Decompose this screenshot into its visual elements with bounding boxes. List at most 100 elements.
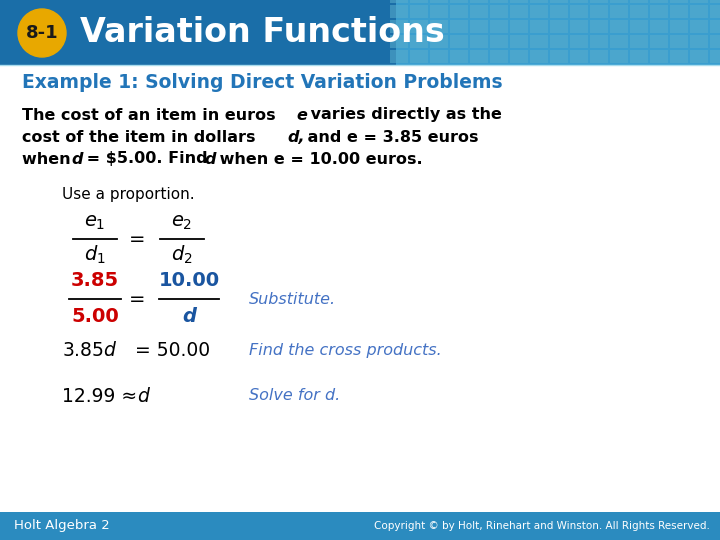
Text: Solve for d.: Solve for d. xyxy=(249,388,341,403)
Bar xyxy=(450,35,468,48)
Bar xyxy=(410,5,428,18)
Bar xyxy=(450,0,468,3)
Bar xyxy=(510,50,528,63)
Bar xyxy=(710,0,720,3)
Bar xyxy=(630,20,648,33)
Bar xyxy=(430,5,448,18)
Bar xyxy=(630,5,648,18)
Bar xyxy=(630,35,648,48)
Bar xyxy=(690,50,708,63)
Bar xyxy=(570,35,588,48)
Text: d,: d, xyxy=(287,130,305,145)
Bar xyxy=(410,20,428,33)
Text: Copyright © by Holt, Rinehart and Winston. All Rights Reserved.: Copyright © by Holt, Rinehart and Winsto… xyxy=(374,521,710,531)
Bar xyxy=(390,0,408,3)
Bar xyxy=(590,50,608,63)
Bar xyxy=(590,5,608,18)
Bar xyxy=(610,20,628,33)
Bar xyxy=(710,35,720,48)
Text: 3.85: 3.85 xyxy=(71,272,119,291)
Bar xyxy=(530,5,548,18)
Bar xyxy=(650,20,668,33)
Bar xyxy=(650,35,668,48)
Bar xyxy=(670,35,688,48)
Bar xyxy=(396,0,720,65)
Text: 3.85$d$: 3.85$d$ xyxy=(62,341,117,361)
Bar xyxy=(650,5,668,18)
Bar xyxy=(430,50,448,63)
Text: =: = xyxy=(129,289,145,308)
Bar xyxy=(430,35,448,48)
Text: $d_2$: $d_2$ xyxy=(171,244,193,266)
Bar xyxy=(690,20,708,33)
Bar xyxy=(610,35,628,48)
Text: = 50.00: = 50.00 xyxy=(129,341,210,361)
Bar xyxy=(410,0,428,3)
Text: cost of the item in dollars: cost of the item in dollars xyxy=(22,130,261,145)
Text: Example 1: Solving Direct Variation Problems: Example 1: Solving Direct Variation Prob… xyxy=(22,73,503,92)
Text: d: d xyxy=(182,307,196,327)
Bar xyxy=(410,50,428,63)
Text: and e = 3.85 euros: and e = 3.85 euros xyxy=(302,130,479,145)
Bar xyxy=(390,20,408,33)
Bar xyxy=(530,20,548,33)
Circle shape xyxy=(18,9,66,57)
Bar xyxy=(550,5,568,18)
Bar xyxy=(510,5,528,18)
Bar xyxy=(490,35,508,48)
Bar xyxy=(0,512,720,540)
Bar xyxy=(510,35,528,48)
Bar xyxy=(470,5,488,18)
Bar xyxy=(450,50,468,63)
Bar xyxy=(490,50,508,63)
Bar xyxy=(470,50,488,63)
Text: $d_1$: $d_1$ xyxy=(84,244,106,266)
Bar xyxy=(390,5,408,18)
Bar xyxy=(470,0,488,3)
Bar xyxy=(690,0,708,3)
Bar xyxy=(710,50,720,63)
Text: = $5.00. Find: = $5.00. Find xyxy=(81,152,213,166)
Bar xyxy=(450,20,468,33)
Bar xyxy=(530,0,548,3)
Bar xyxy=(490,5,508,18)
Bar xyxy=(570,20,588,33)
Text: Holt Algebra 2: Holt Algebra 2 xyxy=(14,519,109,532)
Bar xyxy=(590,35,608,48)
Text: Find the cross products.: Find the cross products. xyxy=(249,343,442,359)
Bar xyxy=(490,20,508,33)
Bar xyxy=(590,0,608,3)
Text: Use a proportion.: Use a proportion. xyxy=(62,186,194,201)
Text: =: = xyxy=(129,230,145,248)
Bar xyxy=(590,20,608,33)
Bar xyxy=(410,35,428,48)
Text: e: e xyxy=(296,107,307,123)
Bar xyxy=(690,35,708,48)
Bar xyxy=(470,35,488,48)
Text: d: d xyxy=(204,152,215,166)
Bar xyxy=(0,65,720,512)
Bar xyxy=(710,20,720,33)
Text: 5.00: 5.00 xyxy=(71,307,119,327)
Bar xyxy=(650,50,668,63)
Text: varies directly as the: varies directly as the xyxy=(305,107,502,123)
Bar xyxy=(650,0,668,3)
Bar xyxy=(670,50,688,63)
Text: Substitute.: Substitute. xyxy=(249,292,336,307)
Bar xyxy=(0,0,396,65)
Text: $e_1$: $e_1$ xyxy=(84,213,106,233)
Bar xyxy=(690,5,708,18)
Bar xyxy=(550,35,568,48)
Text: 8-1: 8-1 xyxy=(26,24,58,42)
Bar xyxy=(630,50,648,63)
Text: when: when xyxy=(22,152,76,166)
Bar xyxy=(430,20,448,33)
Bar xyxy=(490,0,508,3)
Bar xyxy=(610,50,628,63)
Bar xyxy=(630,0,648,3)
Bar xyxy=(570,5,588,18)
Text: Variation Functions: Variation Functions xyxy=(80,17,445,50)
Text: when e = 10.00 euros.: when e = 10.00 euros. xyxy=(214,152,423,166)
Text: 10.00: 10.00 xyxy=(158,272,220,291)
Bar xyxy=(430,0,448,3)
